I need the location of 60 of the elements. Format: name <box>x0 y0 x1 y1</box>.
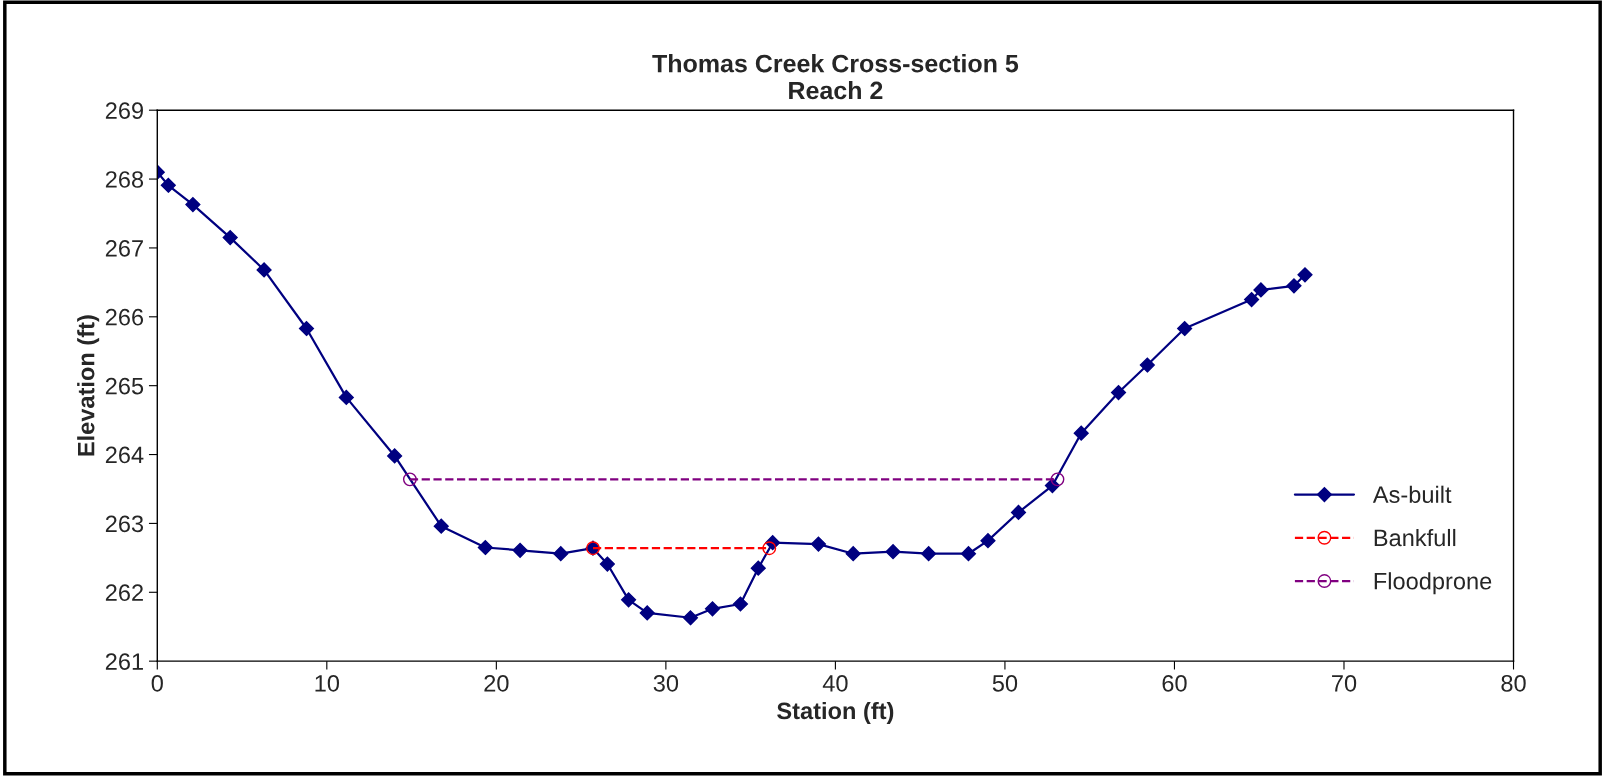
point <box>160 177 176 193</box>
x-tick-label: 20 <box>484 674 509 692</box>
point <box>1244 292 1260 308</box>
point <box>1139 357 1155 373</box>
legend-label: Floodprone <box>1374 572 1492 595</box>
point <box>810 536 827 552</box>
point <box>553 546 569 562</box>
point <box>980 533 996 549</box>
x-tick-label: 40 <box>822 674 848 692</box>
x-tick-label: 80 <box>1501 674 1526 692</box>
point <box>1050 472 1065 487</box>
legend-label: Bankfull <box>1374 528 1456 547</box>
legend-label: As-built <box>1372 485 1452 504</box>
point <box>682 610 699 626</box>
point <box>1253 282 1269 298</box>
x-tick-label: 70 <box>1332 674 1357 692</box>
point <box>1073 425 1089 441</box>
chart-title: Thomas Creek Cross-section 5 Reach 2 <box>652 54 1019 100</box>
y-tick-label: 268 <box>105 171 144 188</box>
point <box>1010 504 1027 520</box>
point <box>402 472 417 487</box>
x-tick-label: 50 <box>992 674 1018 692</box>
y-tick-label: 261 <box>105 653 143 670</box>
y-tick-label: 267 <box>105 240 143 257</box>
y-tick-label: 266 <box>105 308 144 326</box>
point <box>599 556 615 572</box>
point <box>1177 320 1193 337</box>
point <box>298 320 315 337</box>
point <box>387 448 403 464</box>
point <box>732 596 749 612</box>
x-tick-label: 0 <box>151 674 163 692</box>
y-tick-label: 269 <box>105 102 143 119</box>
point <box>1110 384 1127 401</box>
point <box>885 544 901 560</box>
x-tick-label: 10 <box>315 674 340 692</box>
y-tick-label: 263 <box>105 515 144 533</box>
y-axis-title: Elevation (ft) <box>77 315 100 456</box>
point <box>512 542 528 558</box>
point <box>921 546 937 562</box>
x-axis-title: Station (ft) <box>777 701 894 724</box>
point <box>433 518 449 534</box>
y-tick-label: 262 <box>105 584 143 602</box>
point <box>256 262 272 278</box>
point <box>1286 278 1302 294</box>
point <box>1297 267 1313 283</box>
x-tick-label: 30 <box>653 674 679 692</box>
point <box>639 605 655 621</box>
point <box>704 601 721 617</box>
point <box>750 560 766 576</box>
x-tick-label: 60 <box>1162 674 1187 692</box>
point <box>845 546 861 562</box>
y-tick-label: 265 <box>105 377 144 395</box>
point <box>621 592 637 608</box>
point <box>222 230 238 246</box>
y-tick-label: 264 <box>105 446 144 464</box>
point <box>185 196 201 213</box>
point <box>338 389 354 405</box>
point <box>960 546 977 562</box>
point <box>477 539 493 556</box>
point <box>762 541 777 556</box>
